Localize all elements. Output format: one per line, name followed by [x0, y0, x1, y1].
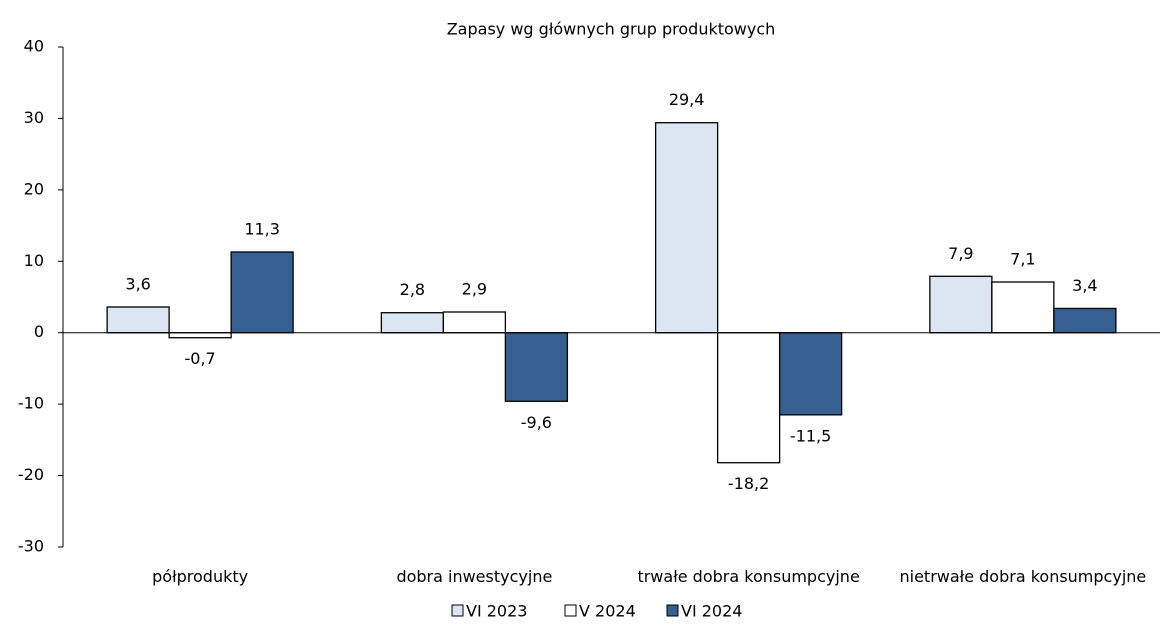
bar	[168, 332, 232, 339]
legend-label: VI 2023	[466, 602, 527, 621]
y-tick-label: -20	[18, 465, 44, 484]
y-tick-label: 30	[24, 108, 44, 127]
data-label: -18,2	[728, 474, 769, 493]
bar	[442, 311, 507, 334]
y-tick-label: -30	[18, 537, 44, 556]
x-tick-label: dobra inwestycyjne	[396, 567, 553, 586]
legend-swatch	[666, 604, 679, 617]
data-label: 3,4	[1072, 276, 1097, 295]
data-label: 29,4	[669, 90, 705, 109]
bar	[230, 251, 294, 334]
legend-swatch	[564, 604, 577, 617]
bar	[380, 312, 445, 334]
data-label: 7,1	[1010, 250, 1035, 269]
y-tick-label: 0	[34, 322, 44, 341]
bar	[778, 332, 843, 416]
y-tick-label: -10	[18, 394, 44, 413]
x-tick-label: nietrwałe dobra konsumpcyjne	[899, 567, 1147, 586]
y-tick-label: 40	[24, 37, 44, 56]
legend-swatch	[451, 604, 464, 617]
data-label: 2,8	[400, 280, 425, 299]
y-tick-label: 10	[24, 251, 44, 270]
bar	[106, 306, 170, 334]
legend-label: V 2024	[579, 602, 636, 621]
bar	[1053, 307, 1117, 334]
data-label: -11,5	[790, 426, 831, 445]
data-label: 3,6	[125, 275, 150, 294]
bar	[991, 281, 1055, 334]
chart-title: Zapasy wg głównych grup produktowych	[447, 20, 776, 39]
data-label: 2,9	[462, 280, 487, 299]
bar	[716, 332, 781, 464]
data-label: -0,7	[185, 349, 216, 368]
data-label: -9,6	[521, 413, 552, 432]
bar	[654, 122, 719, 334]
x-tick-label: trwałe dobra konsumpcyjne	[637, 567, 860, 586]
y-tick-label: 20	[24, 179, 44, 198]
x-tick-label: półprodukty	[152, 567, 249, 586]
legend-label: VI 2024	[681, 602, 742, 621]
data-label: 11,3	[244, 220, 280, 239]
data-label: 7,9	[948, 244, 973, 263]
bar	[504, 332, 569, 402]
bar	[929, 275, 993, 334]
